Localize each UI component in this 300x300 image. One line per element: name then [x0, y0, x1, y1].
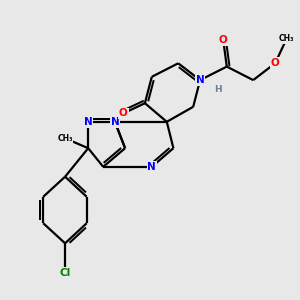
Text: Cl: Cl: [59, 268, 71, 278]
Text: N: N: [147, 162, 156, 172]
Text: O: O: [271, 58, 280, 68]
Text: O: O: [219, 35, 228, 45]
Text: N: N: [196, 75, 205, 85]
Text: CH₃: CH₃: [279, 34, 295, 43]
Text: N: N: [84, 117, 93, 127]
Text: H: H: [214, 85, 222, 94]
Text: O: O: [119, 108, 128, 118]
Text: N: N: [110, 117, 119, 127]
Text: CH₃: CH₃: [57, 134, 73, 143]
